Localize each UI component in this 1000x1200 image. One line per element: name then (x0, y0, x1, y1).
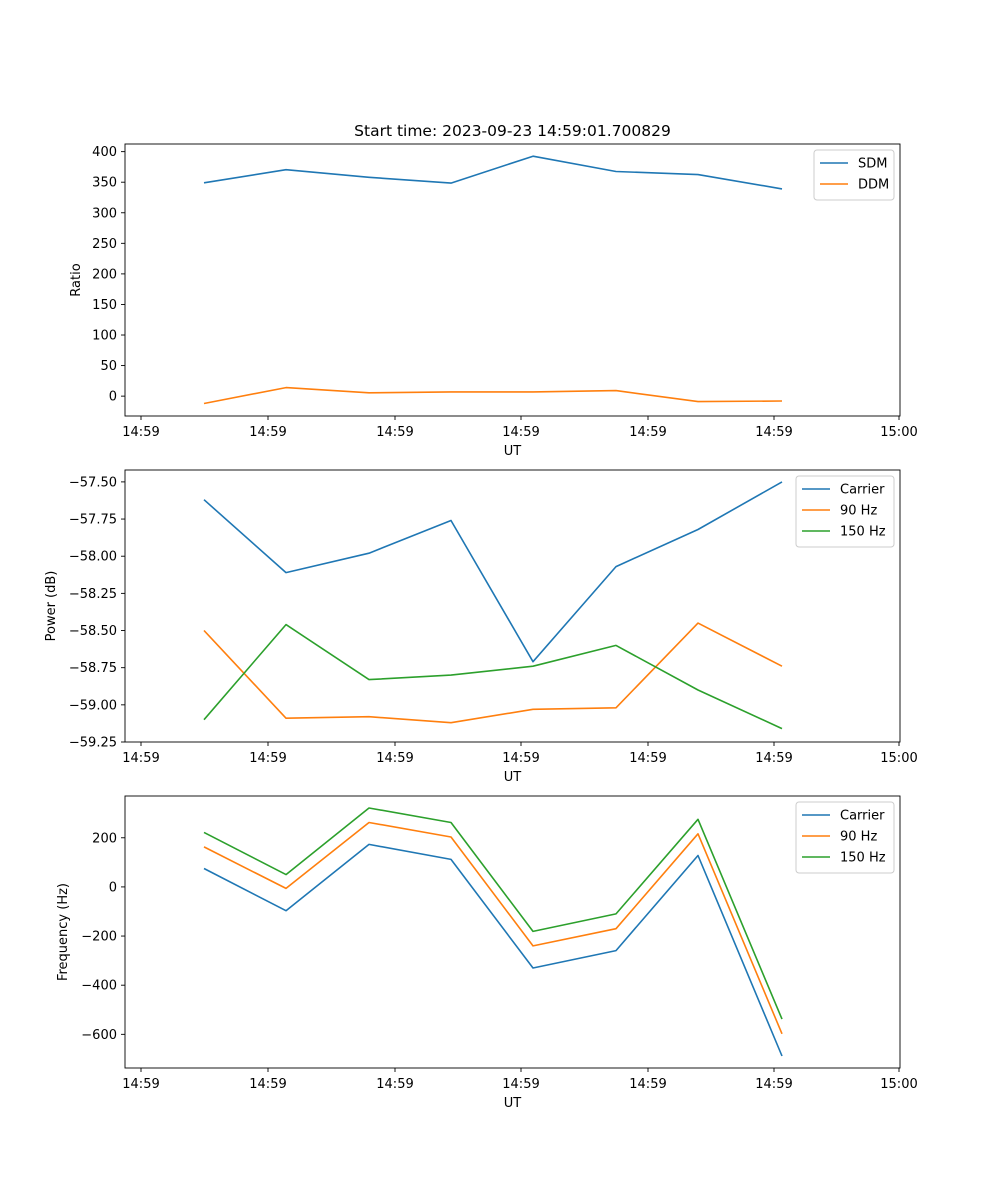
subplot-3: −600 −400 −200 0 200 14:59 14:59 14:59 14:59 14:5… (56, 795, 918, 1111)
subplot-1: 0 50 100 150 200 250 300 350 400 14:59 14:59 14:59 1… (69, 143, 918, 459)
subplots: 0 50 100 150 200 250 300 350 400 14:59 14:59 14:59 1… (44, 143, 918, 1111)
y-tick-label: −58.00 (69, 550, 117, 565)
x-tick-label: 14:59 (629, 751, 666, 766)
y-tick-label: −59.00 (69, 698, 117, 713)
x-tick-label: 14:59 (249, 751, 286, 766)
series-line-90-hz (203, 821, 783, 1035)
legend: Carrier 90 Hz 150 Hz (795, 801, 895, 874)
y-tick-label: −59.25 (69, 736, 117, 751)
figure-title: Start time: 2023-09-23 14:59:01.700829 (354, 122, 671, 140)
legend-label: Carrier (840, 483, 885, 498)
x-tick-label: 15:00 (880, 425, 917, 440)
x-tick-label: 14:59 (376, 751, 413, 766)
series-line-ddm (203, 386, 783, 405)
y-tick-label: 100 (92, 329, 117, 344)
x-tick-label: 14:59 (755, 751, 792, 766)
legend: SDM DDM (813, 149, 895, 201)
x-tick-label: 14:59 (122, 751, 159, 766)
y-tick-label: 250 (92, 237, 117, 252)
x-tick-label: 14:59 (249, 425, 286, 440)
y-tick-label: −200 (81, 930, 117, 945)
legend-box (795, 475, 895, 548)
y-tick-label: 200 (92, 831, 117, 846)
y-tick-label: 0 (109, 880, 117, 895)
legend-label: 150 Hz (840, 851, 886, 866)
legend-label: 150 Hz (840, 525, 886, 540)
legend-label: DDM (858, 178, 889, 193)
y-tick-label: −57.75 (69, 513, 117, 528)
legend: Carrier 90 Hz 150 Hz (795, 475, 895, 548)
x-tick-label: 14:59 (376, 1077, 413, 1092)
axes-frame (124, 143, 901, 417)
x-axis-label: UT (504, 770, 522, 785)
axes-frame (124, 795, 901, 1069)
series-line-150-hz (203, 807, 783, 1020)
y-axis-label: Power (dB) (44, 571, 59, 642)
series-line-150-hz (203, 623, 783, 730)
legend-box (795, 801, 895, 874)
series-line-90-hz (203, 622, 783, 724)
y-tick-label: 50 (100, 359, 117, 374)
subplot-2: −59.25 −59.00 −58.75 −58.50 −58.25 −58.00 −57.… (44, 469, 918, 785)
x-tick-label: 14:59 (629, 1077, 666, 1092)
y-tick-label: 350 (92, 176, 117, 191)
y-tick-label: −58.75 (69, 661, 117, 676)
series-line-carrier (203, 481, 783, 663)
axes-frame (124, 469, 901, 743)
x-tick-label: 15:00 (880, 751, 917, 766)
x-tick-label: 14:59 (755, 425, 792, 440)
x-tick-label: 14:59 (502, 1077, 539, 1092)
y-tick-label: 150 (92, 298, 117, 313)
y-tick-label: −58.50 (69, 624, 117, 639)
x-tick-label: 14:59 (122, 425, 159, 440)
x-tick-label: 14:59 (629, 425, 666, 440)
legend-label: 90 Hz (840, 504, 877, 519)
y-tick-label: 300 (92, 206, 117, 221)
x-axis-label: UT (504, 1096, 522, 1111)
x-tick-label: 14:59 (122, 1077, 159, 1092)
x-axis-label: UT (504, 444, 522, 459)
legend-label: Carrier (840, 809, 885, 824)
y-tick-label: −58.25 (69, 587, 117, 602)
y-tick-label: 200 (92, 267, 117, 282)
y-tick-label: −400 (81, 979, 117, 994)
series-line-carrier (203, 843, 783, 1057)
x-tick-label: 14:59 (502, 425, 539, 440)
y-tick-label: 0 (109, 390, 117, 405)
x-tick-label: 14:59 (249, 1077, 286, 1092)
x-tick-label: 14:59 (376, 425, 413, 440)
x-tick-label: 15:00 (880, 1077, 917, 1092)
series-line-sdm (203, 155, 783, 190)
y-tick-label: 400 (92, 145, 117, 160)
legend-label: SDM (858, 157, 887, 172)
x-tick-label: 14:59 (755, 1077, 792, 1092)
y-tick-label: −57.50 (69, 475, 117, 490)
x-tick-label: 14:59 (502, 751, 539, 766)
y-tick-label: −600 (81, 1028, 117, 1043)
y-axis-label: Frequency (Hz) (56, 883, 71, 981)
legend-label: 90 Hz (840, 830, 877, 845)
y-axis-label: Ratio (69, 263, 84, 296)
